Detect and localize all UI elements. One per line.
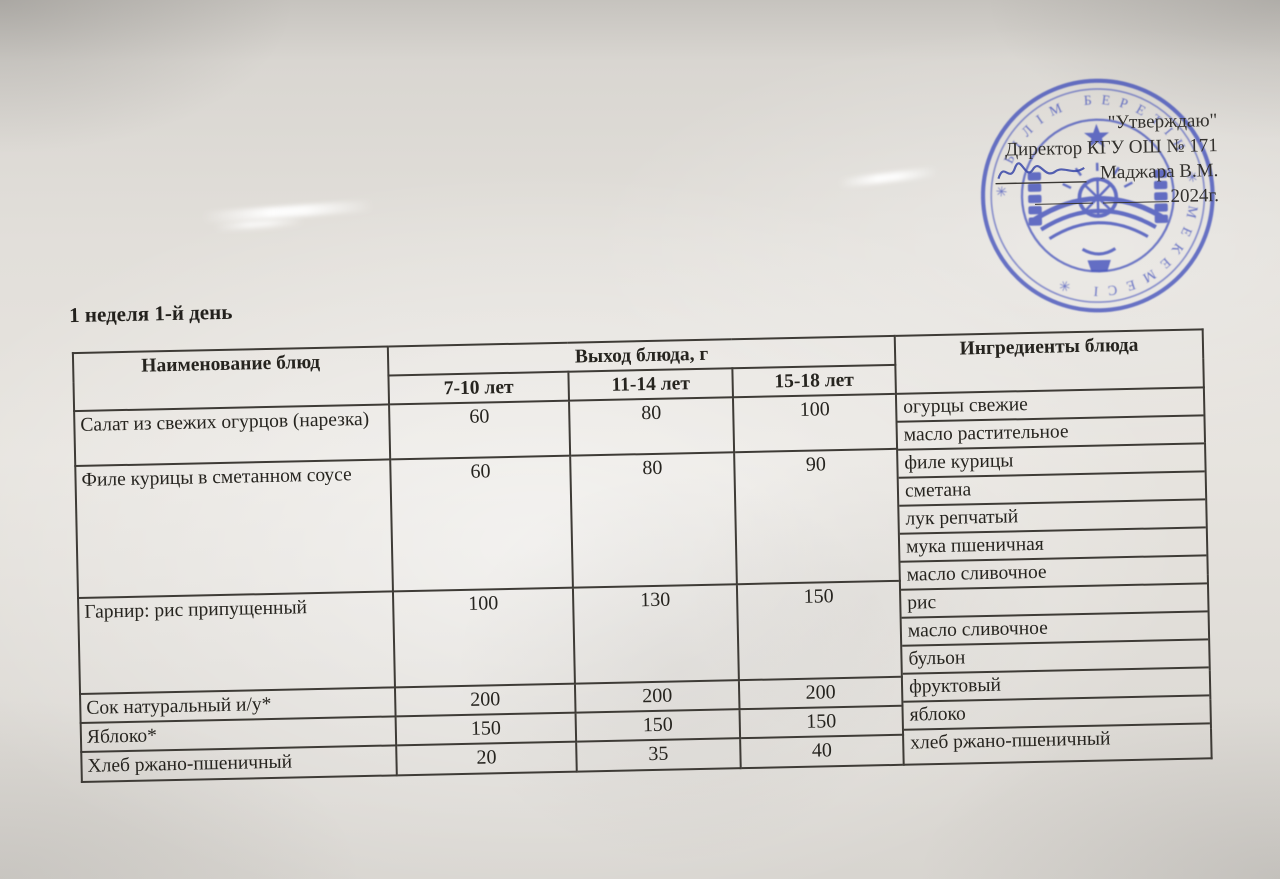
date-blank-line: [1034, 188, 1093, 205]
approval-block: "Утверждаю" Директор КГУ ОШ № 171 Маджар…: [995, 108, 1220, 212]
portion-value: 60: [389, 400, 571, 460]
dish-name: Салат из свежих огурцов (нарезка): [74, 404, 391, 467]
dish-name: Хлеб ржано-пшеничный: [81, 745, 397, 782]
round-stamp: ✳ БІЛІМ БЕРЕТІН ✳ МЕКЕМЕСІ ✳: [980, 78, 1215, 313]
ingredient-line: хлеб ржано-пшеничный: [910, 728, 1111, 754]
dish-name: Гарнир: рис припущенный: [78, 591, 395, 694]
portion-value: 200: [394, 683, 576, 717]
kazakh-emblem: [1027, 123, 1169, 272]
portion-value: 35: [576, 738, 741, 772]
portion-value: 100: [392, 587, 575, 688]
portion-value: 60: [390, 455, 573, 592]
year-label: 2024г.: [1170, 185, 1220, 208]
page-title: 1 неделя 1-й день: [68, 299, 233, 328]
header-dish-name: Наименование блюд: [72, 346, 390, 412]
portion-value: 90: [734, 448, 900, 585]
ingredients-column: огурцы свежие масло растительное филе ку…: [895, 387, 1212, 765]
director-name: Маджара В.М.: [1099, 160, 1219, 184]
portion-value: 150: [739, 705, 904, 739]
portion-value: 150: [395, 712, 577, 746]
date-blank-line: [1102, 187, 1169, 204]
header-ingredients: Ингредиенты блюда: [894, 329, 1204, 394]
portion-value: 150: [575, 709, 741, 742]
signature-row: Маджара В.М.: [995, 158, 1219, 187]
menu-table: Наименование блюд Выход блюда, г Ингреди…: [72, 328, 1213, 783]
header-age-7-10: 7-10 лет: [388, 371, 570, 405]
portion-value: 200: [574, 680, 740, 713]
portion-value: 130: [572, 584, 739, 684]
portion-value: 200: [738, 676, 903, 710]
portion-value: 40: [740, 734, 904, 769]
portion-value: 80: [569, 397, 735, 456]
portion-value: 150: [736, 580, 902, 681]
signature: [995, 162, 1087, 185]
header-age-15-18: 15-18 лет: [732, 364, 896, 398]
portion-value: 80: [570, 452, 737, 588]
header-age-11-14: 11-14 лет: [568, 368, 733, 401]
portion-value: 100: [732, 393, 898, 453]
ingredients-stack: огурцы свежие масло растительное филе ку…: [896, 388, 1211, 763]
portion-value: 20: [396, 741, 577, 776]
dish-name: Филе курицы в сметанном соусе: [75, 459, 393, 599]
